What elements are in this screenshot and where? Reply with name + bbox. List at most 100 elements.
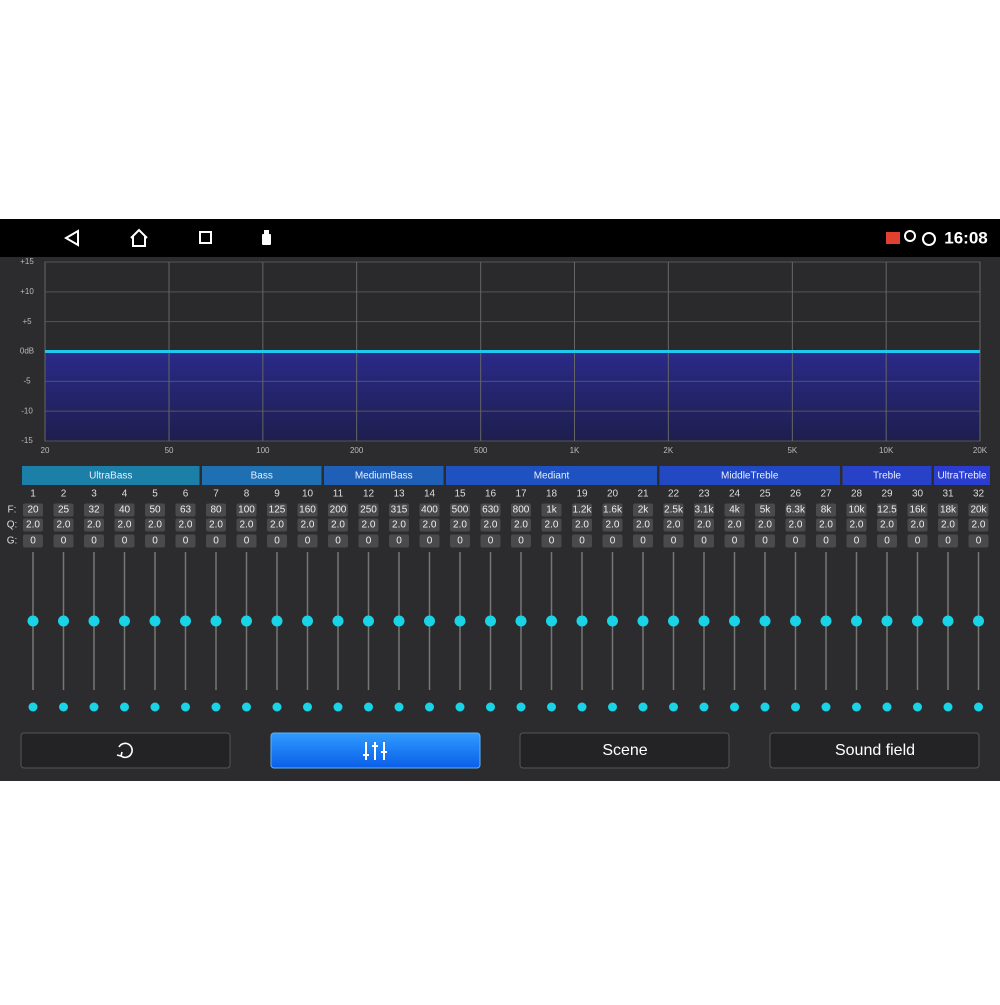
slider-knob[interactable] [302,615,313,627]
slider-knob[interactable] [698,615,710,627]
slider-knob[interactable] [820,615,832,627]
usb-icon-top [264,230,269,234]
band-g: 0 [549,536,555,547]
band-q-box [724,518,745,532]
slider-knob[interactable] [942,615,954,627]
y-tick-label: -15 [21,436,33,445]
slider-knob[interactable] [729,615,740,627]
band-number: 30 [912,489,924,500]
slider-knob[interactable] [546,615,557,627]
band-g: 0 [213,536,219,547]
band-f: 125 [269,505,286,516]
slider-knob[interactable] [851,615,862,627]
band-f: 40 [119,505,131,516]
slider-knob[interactable] [424,615,435,627]
slider-knob[interactable] [332,615,344,627]
band-g-box [328,534,348,548]
slider-knob[interactable] [759,615,771,627]
slider-knob[interactable] [393,615,405,627]
band-number: 8 [244,489,250,500]
band-f: 2.5k [664,505,684,516]
band-f: 20 [27,505,39,516]
band-g: 0 [122,536,128,547]
band-number: 15 [454,489,466,500]
band-f: 10k [848,505,865,516]
slider-knob[interactable] [271,615,283,627]
slider-knob[interactable] [210,615,222,627]
y-tick-label: +10 [20,287,34,296]
band-number: 25 [759,489,771,500]
slider-knob[interactable] [881,615,893,627]
band-dot [791,702,800,712]
band-q: 2.0 [972,520,986,531]
band-dot [150,702,160,712]
group-header [22,466,200,485]
group-header [202,466,322,485]
band-q: 2.0 [484,520,498,531]
slider-knob[interactable] [790,615,801,627]
band-f: 800 [513,505,530,516]
band-f: 1k [546,505,558,516]
slider-knob[interactable] [515,615,527,627]
band-q: 2.0 [880,520,894,531]
slider-knob[interactable] [668,615,679,627]
band-g-box [785,534,806,548]
group-label: Treble [873,471,901,482]
band-g-box [511,534,531,548]
band-number: 6 [183,489,189,500]
band-q: 2.0 [911,520,925,531]
y-tick-label: 0dB [20,347,34,356]
slider-knob[interactable] [576,615,588,627]
y-tick-label: +5 [22,317,32,326]
slider-knob[interactable] [58,615,69,627]
band-dot [821,702,831,712]
reset-button[interactable] [20,732,231,769]
slider-knob[interactable] [912,615,923,627]
slider-knob[interactable] [607,615,618,627]
band-f: 500 [452,505,469,516]
band-dot [242,702,251,712]
slider-knob[interactable] [973,615,984,627]
band-g-box [450,534,470,548]
band-number: 26 [790,489,802,500]
slider-knob[interactable] [180,615,191,627]
band-number: 10 [302,489,314,500]
band-number: 3 [91,489,97,500]
band-g-box [267,534,287,548]
band-f-box [785,503,806,517]
band-f-box [602,503,623,517]
band-dot [577,702,587,712]
home-button[interactable] [130,228,148,247]
band-q-box [175,518,196,532]
band-f: 160 [299,505,316,516]
sound-field-button[interactable] [769,732,980,769]
band-f: 630 [482,505,499,516]
band-f: 2k [638,505,650,516]
slider-knob[interactable] [637,615,649,627]
scene-button[interactable] [519,732,730,769]
slider-knob[interactable] [241,615,252,627]
slider-knob[interactable] [149,615,161,627]
band-q: 2.0 [453,520,467,531]
band-g: 0 [61,536,67,547]
recents-button[interactable] [199,231,212,244]
band-f-box [23,503,43,517]
band-f-box [633,503,653,517]
band-g-box [663,534,684,548]
slider-knob[interactable] [363,615,374,627]
band-q: 2.0 [575,520,589,531]
band-number: 4 [122,489,128,500]
back-button[interactable] [64,229,79,247]
band-g: 0 [732,536,738,547]
x-tick-label: 500 [474,446,488,455]
x-tick-label: 200 [350,446,364,455]
slider-knob[interactable] [454,615,466,627]
slider-knob[interactable] [485,615,496,627]
group-header [659,466,840,485]
slider-knob[interactable] [88,615,100,627]
slider-knob[interactable] [119,615,130,627]
band-dot [760,702,770,712]
cast-icon [886,232,900,244]
band-number: 18 [546,489,558,500]
slider-knob[interactable] [27,615,39,627]
